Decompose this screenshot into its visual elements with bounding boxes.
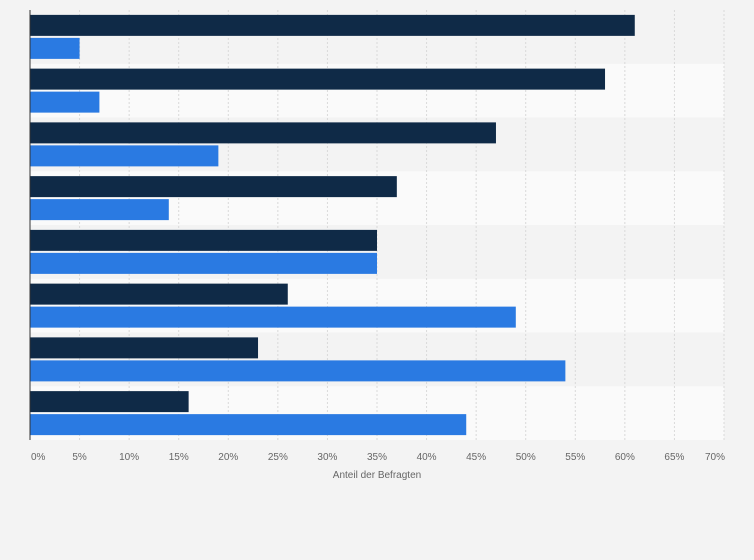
x-tick-label: 40% [417, 452, 437, 463]
x-axis-title: Anteil der Befragten [333, 470, 421, 481]
bar-series-2 [30, 91, 100, 113]
bar-series-2 [30, 306, 516, 328]
bar-series-2 [30, 199, 169, 221]
x-tick-label: 30% [317, 452, 337, 463]
x-tick-label: 50% [516, 452, 536, 463]
x-tick-label: 65% [664, 452, 684, 463]
bar-series-1 [30, 229, 377, 251]
x-tick-label: 55% [565, 452, 585, 463]
bar-series-1 [30, 176, 397, 198]
bar-series-1 [30, 391, 189, 413]
x-tick-label: 5% [72, 452, 87, 463]
bar-series-2 [30, 360, 566, 382]
bar-series-2 [30, 252, 377, 274]
bar-series-2 [30, 37, 80, 59]
x-tick-label: 35% [367, 452, 387, 463]
x-tick-label: 10% [119, 452, 139, 463]
bar-series-1 [30, 122, 496, 144]
x-axis-ticks: 0% 5% 10% 15% 20% 25% 30% 35% 40% 45% 50% 55% 60% 65%… [31, 452, 725, 463]
x-tick-label: 45% [466, 452, 486, 463]
x-tick-label: 15% [169, 452, 189, 463]
x-tick-label: 60% [615, 452, 635, 463]
x-tick-label: 70% [705, 452, 725, 463]
x-tick-label: 0% [31, 452, 46, 463]
bars [30, 14, 635, 436]
x-tick-label: 25% [268, 452, 288, 463]
bar-series-1 [30, 14, 635, 36]
bar-series-2 [30, 145, 219, 167]
bar-series-1 [30, 337, 259, 359]
bar-series-1 [30, 68, 606, 90]
x-tick-label: 20% [218, 452, 238, 463]
bar-series-2 [30, 414, 467, 436]
bar-series-1 [30, 283, 288, 305]
